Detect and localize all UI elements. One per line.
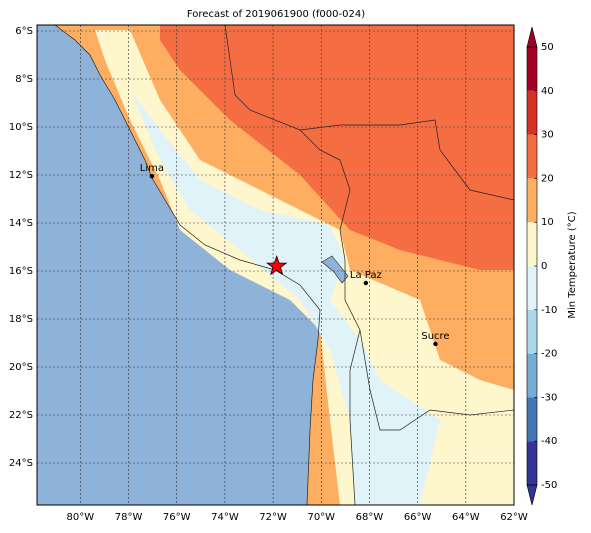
- colorbar-tick-label: 40: [541, 86, 554, 97]
- colorbar-segment: [527, 441, 537, 485]
- lon-label: 80°W: [67, 512, 95, 523]
- lat-label: 10°S: [9, 122, 33, 133]
- lat-label: 24°S: [9, 458, 33, 469]
- colorbar-tick-label: -10: [541, 305, 557, 316]
- colorbar-tick-label: 0: [541, 261, 547, 272]
- city-label: Lima: [140, 163, 164, 174]
- lat-label: 6°S: [15, 26, 33, 37]
- colorbar-tick-label: -20: [541, 349, 557, 360]
- colorbar-tick-label: 10: [541, 217, 554, 228]
- colorbar-segment: [527, 222, 537, 266]
- lon-label: 70°W: [307, 512, 335, 523]
- lon-label: 78°W: [115, 512, 143, 523]
- colorbar-tick-label: -40: [541, 436, 557, 447]
- lon-label: 74°W: [211, 512, 239, 523]
- map-frame: [36, 24, 515, 506]
- city-dot: [363, 280, 369, 286]
- colorbar-extend-top: [526, 26, 538, 48]
- map-title: Forecast of 2019061900 (f000-024): [187, 9, 365, 20]
- colorbar-segment: [527, 178, 537, 223]
- colorbar-segment: [527, 353, 537, 398]
- city-label: Sucre: [421, 331, 449, 342]
- colorbar-segment: [527, 397, 537, 442]
- lat-label: 22°S: [9, 410, 33, 421]
- colorbar-segment: [527, 266, 537, 310]
- lon-label: 64°W: [452, 512, 480, 523]
- lat-label: 18°S: [9, 314, 33, 325]
- lat-label: 16°S: [9, 266, 33, 277]
- lat-label: 14°S: [9, 218, 33, 229]
- lake-titicaca: [321, 255, 349, 284]
- warm-region: [160, 25, 514, 270]
- cool-region: [130, 90, 440, 505]
- coastline: [54, 24, 321, 506]
- lon-label: 62°W: [500, 512, 528, 523]
- lon-label: 68°W: [356, 512, 384, 523]
- graticule: [37, 25, 515, 505]
- colorbar-tick-label: 20: [541, 173, 554, 184]
- colorbar-segment: [527, 309, 537, 354]
- colorbar-segment: [527, 90, 537, 135]
- lon-label: 72°W: [259, 512, 287, 523]
- colorbar-tick-label: -50: [541, 480, 557, 491]
- city-dot: [433, 341, 438, 347]
- colorbar-segment: [527, 47, 537, 91]
- city-label: La Paz: [350, 270, 382, 281]
- colorbar-tick-label: 50: [541, 42, 554, 53]
- city-dot: [149, 174, 155, 179]
- lat-label: 12°S: [9, 170, 33, 181]
- colorbar-tick-label: 30: [541, 130, 554, 141]
- location-star: [266, 254, 288, 276]
- colorbar-extend-bottom: [526, 484, 538, 506]
- lat-label: 8°S: [15, 74, 33, 85]
- lat-label: 20°S: [9, 362, 33, 373]
- colorbar-segment: [527, 134, 537, 179]
- lon-label: 66°W: [404, 512, 432, 523]
- lon-label: 76°W: [163, 512, 191, 523]
- map-area: [37, 24, 515, 506]
- colorbar-tick-label: -30: [541, 392, 557, 403]
- colorbar-label: Min Temperature (°C): [567, 211, 578, 318]
